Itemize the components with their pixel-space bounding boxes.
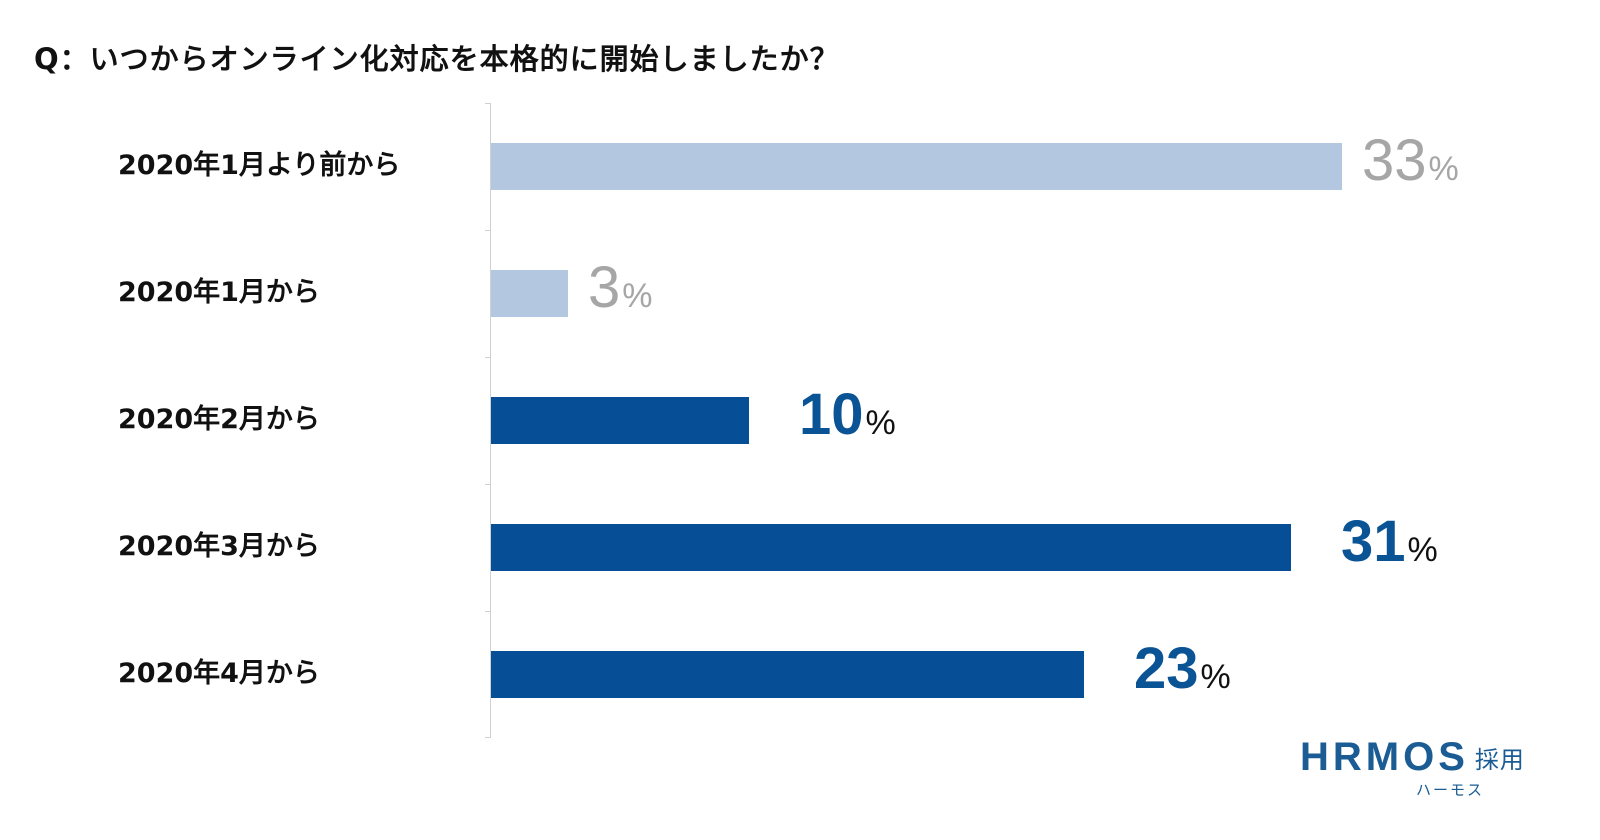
hrmos-logo: HRMOS 採用 ハーモス [1300, 735, 1525, 799]
category-label: 2020年1月から [118, 277, 320, 308]
category-label: 2020年3月から [118, 531, 320, 562]
value-unit: % [1407, 531, 1438, 569]
bar-row: 2020年2月から 10% [0, 357, 1600, 484]
bar [491, 397, 749, 444]
value-label: 3% [588, 258, 653, 332]
axis-tick [485, 357, 491, 358]
axis-tick [485, 737, 491, 738]
logo-subtitle: ハーモス [1416, 781, 1485, 799]
value-unit: % [1200, 658, 1231, 696]
bar [491, 651, 1084, 698]
bar-row: 2020年1月より前から 33% [0, 103, 1600, 230]
bar [491, 270, 568, 317]
value-number: 10 [799, 382, 864, 447]
value-unit: % [865, 404, 896, 442]
value-number: 31 [1341, 509, 1406, 574]
value-number: 23 [1134, 636, 1199, 701]
bar-row: 2020年4月から 23% [0, 611, 1600, 738]
axis-tick [485, 611, 491, 612]
bar-row: 2020年1月から 3% [0, 230, 1600, 357]
chart-title: Q：いつからオンライン化対応を本格的に開始しましたか？ [34, 42, 840, 76]
value-number: 33 [1362, 128, 1427, 193]
value-label: 31% [1341, 512, 1438, 586]
value-label: 10% [799, 385, 896, 459]
bar-row: 2020年3月から 31% [0, 484, 1600, 611]
value-unit: % [1428, 150, 1459, 188]
category-label: 2020年1月より前から [118, 150, 401, 181]
value-unit: % [622, 277, 653, 315]
value-number: 3 [588, 255, 621, 320]
axis-tick [485, 103, 491, 104]
category-axis-line [490, 103, 491, 737]
logo-suffix: 採用 [1474, 746, 1525, 774]
category-label: 2020年4月から [118, 658, 320, 689]
value-label: 23% [1134, 639, 1231, 713]
logo-wordmark: HRMOS [1300, 735, 1469, 779]
axis-tick [485, 230, 491, 231]
bar [491, 524, 1291, 571]
axis-tick [485, 484, 491, 485]
bar [491, 143, 1342, 190]
value-label: 33% [1362, 131, 1459, 205]
category-label: 2020年2月から [118, 404, 320, 435]
